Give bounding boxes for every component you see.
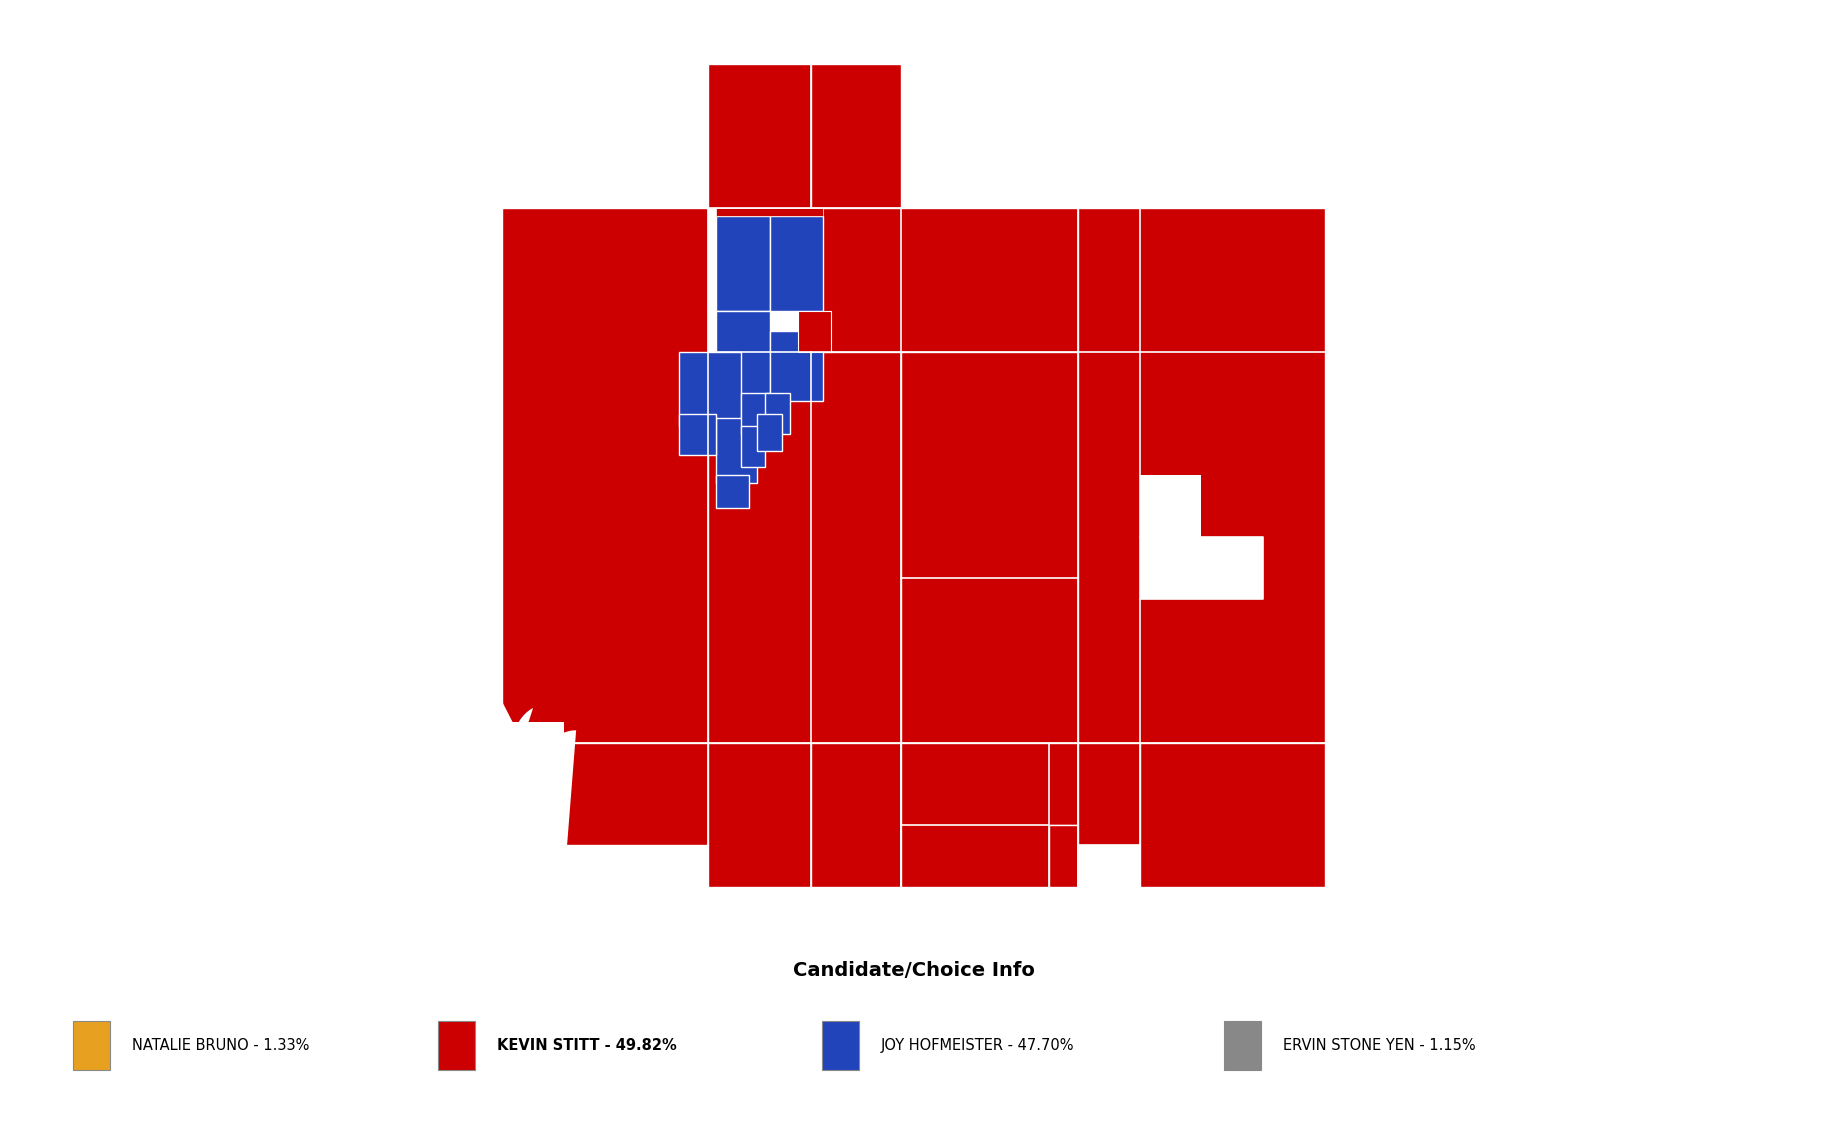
Text: ERVIN STONE YEN - 1.15%: ERVIN STONE YEN - 1.15% [1283,1038,1474,1053]
Polygon shape [707,64,811,208]
Polygon shape [680,414,716,455]
Polygon shape [680,352,740,426]
Polygon shape [716,417,756,483]
Polygon shape [707,352,901,743]
Polygon shape [740,393,769,434]
Text: KEVIN STITT - 49.82%: KEVIN STITT - 49.82% [497,1038,676,1053]
Polygon shape [811,64,901,208]
FancyBboxPatch shape [73,1021,110,1070]
Polygon shape [901,743,1078,887]
Polygon shape [716,217,769,311]
Polygon shape [1049,824,1078,887]
FancyBboxPatch shape [822,1021,859,1070]
FancyBboxPatch shape [438,1021,475,1070]
Polygon shape [502,208,707,743]
Polygon shape [811,208,1078,352]
Polygon shape [756,414,782,450]
Polygon shape [811,743,901,887]
Polygon shape [716,208,822,217]
Polygon shape [1140,743,1325,887]
Polygon shape [901,352,1078,743]
Text: NATALIE BRUNO - 1.33%: NATALIE BRUNO - 1.33% [132,1038,309,1053]
Polygon shape [769,331,822,401]
Polygon shape [502,702,554,804]
Polygon shape [798,311,831,352]
FancyBboxPatch shape [1224,1021,1261,1070]
Polygon shape [716,311,769,401]
Polygon shape [707,743,811,887]
Polygon shape [482,722,565,907]
Polygon shape [716,475,749,508]
Polygon shape [565,743,707,846]
Polygon shape [1078,743,1140,846]
Polygon shape [769,217,822,311]
Polygon shape [740,426,766,467]
Polygon shape [1078,208,1325,743]
Polygon shape [766,393,789,434]
Text: JOY HOFMEISTER - 47.70%: JOY HOFMEISTER - 47.70% [881,1038,1074,1053]
Text: Candidate/Choice Info: Candidate/Choice Info [793,962,1034,980]
Polygon shape [1140,743,1325,887]
Polygon shape [1140,475,1262,599]
Polygon shape [502,722,576,887]
